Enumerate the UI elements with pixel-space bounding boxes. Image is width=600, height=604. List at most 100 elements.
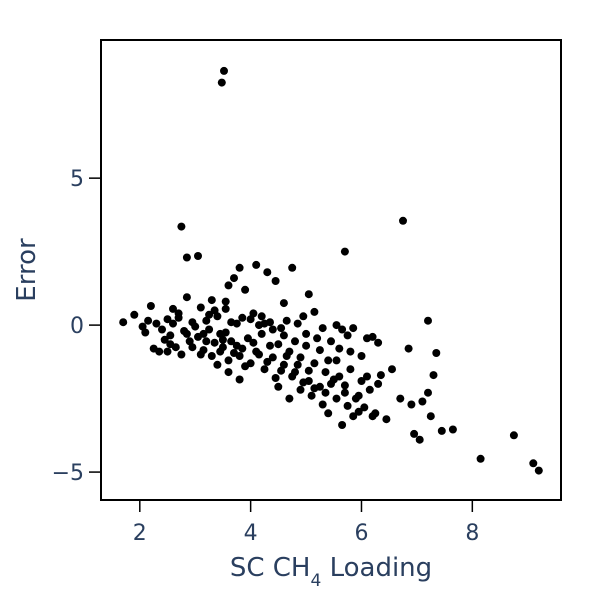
x-tick-label: 8 [465,521,479,546]
data-point [249,338,258,347]
data-point [279,331,288,340]
data-point [130,310,139,319]
data-point [182,253,191,262]
data-point [318,324,327,333]
data-point [404,344,413,353]
data-point [224,281,233,290]
x-axis-title-subscript: 4 [310,571,321,591]
data-point [432,349,441,357]
data-point [426,412,435,421]
data-point [343,331,352,340]
data-point [302,341,311,350]
x-axis: 2 4 6 8 [133,500,479,546]
y-axis-title: Error [12,238,42,302]
data-point [238,313,247,322]
data-point [304,366,313,375]
data-point [399,216,407,225]
x-axis-title-tail: Loading [321,553,432,583]
y-tick-label: 5 [70,167,84,192]
data-point [221,304,230,313]
data-point [166,340,175,349]
data-point [288,372,297,381]
data-point [429,371,438,380]
data-point [476,454,485,463]
plot-frame [100,39,562,501]
data-point [415,435,424,444]
data-point [396,394,405,403]
data-point [327,337,335,346]
data-point [235,263,244,272]
y-axis: −5 0 5 [52,167,101,486]
data-point [221,297,230,306]
data-point [263,268,272,277]
data-point [194,252,202,260]
data-point [227,337,236,346]
data-point [166,331,175,340]
data-point [241,285,250,294]
data-point [304,290,313,299]
data-point [346,365,355,374]
data-point [196,350,205,359]
data-point [205,310,214,319]
data-point [307,391,316,400]
data-point [255,350,263,359]
data-point [257,329,266,338]
data-point [217,78,226,87]
data-point [346,347,355,356]
data-point [235,375,244,384]
y-tick-label: 0 [70,314,84,339]
data-point [218,343,227,352]
data-point [210,338,219,347]
data-point [274,382,283,391]
data-point [182,293,191,302]
data-point [277,324,286,333]
data-point [340,247,349,256]
data-point [119,318,128,327]
data-point [296,353,305,362]
data-point [376,371,385,380]
data-point [224,368,233,377]
data-point [382,415,391,424]
data-point [340,388,349,397]
data-point [315,346,324,355]
x-axis-title: SC CH4 Loading [230,553,432,591]
data-point [332,321,341,330]
data-point [424,388,432,397]
data-point [288,263,297,272]
data-point [534,466,543,475]
x-tick-label: 2 [133,521,147,546]
data-point [144,316,153,325]
data-point [357,377,366,385]
data-point [374,379,383,388]
data-point [285,394,294,403]
data-point [210,306,219,315]
data-point [241,362,250,371]
data-point [238,344,247,353]
data-point [509,431,518,440]
x-tick-label: 4 [244,521,258,546]
data-point [410,429,419,438]
data-point [160,335,169,344]
data-point [310,384,319,393]
data-point [243,334,252,343]
data-point [424,316,432,325]
data-point [279,299,288,308]
data-point [182,329,191,338]
data-point [349,324,358,333]
data-point [213,360,222,369]
data-point [437,426,446,435]
data-point [282,352,291,360]
data-point [138,322,147,331]
data-point [260,319,269,328]
data-point [357,352,366,360]
data-point [152,319,161,328]
data-point [155,347,164,356]
data-point [296,385,305,394]
data-point [349,412,358,421]
data-point [216,329,225,338]
data-point [329,375,338,384]
data-point [321,388,330,397]
